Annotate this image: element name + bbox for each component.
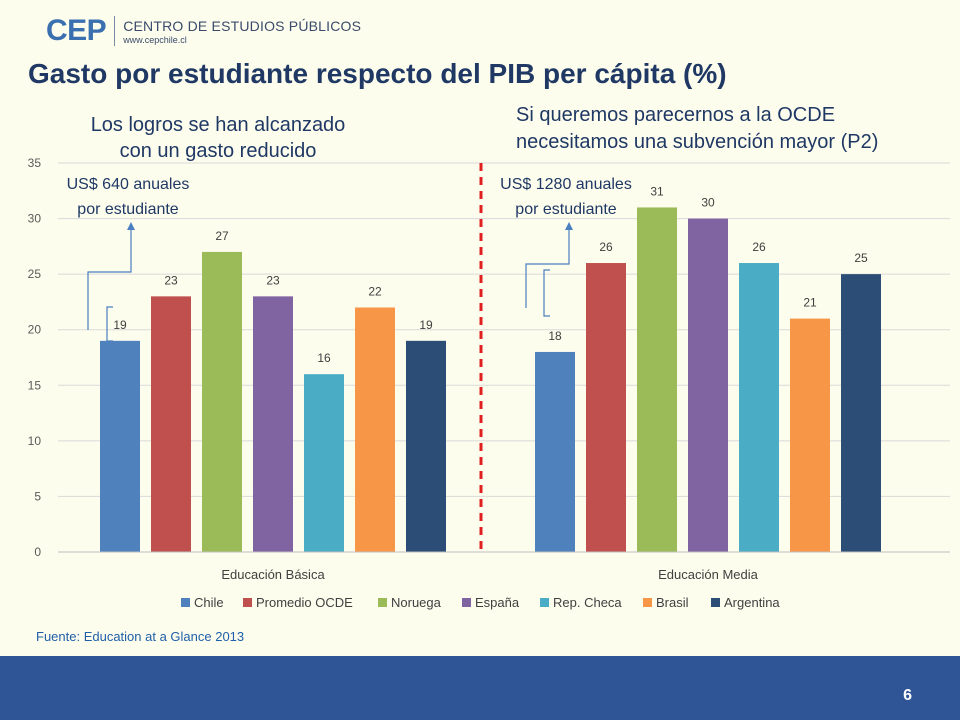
bar (637, 207, 677, 552)
data-label: 18 (548, 329, 562, 343)
legend: Chile Promedio OCDE Noruega España Rep. Chec… (181, 595, 780, 610)
y-tick-label: 25 (28, 267, 42, 281)
bar (202, 251, 242, 552)
data-label: 21 (803, 296, 817, 310)
legend-swatch (540, 598, 549, 607)
legend-swatch (378, 598, 387, 607)
logo-url: www.cepchile.cl (123, 34, 187, 45)
annotations: US$ 640 anuales por estudiante US$ 1280 an… (67, 163, 632, 550)
bar (151, 296, 191, 552)
note-left-line1: Los logros se han alcanzado (90, 114, 346, 136)
logo-mark: CEP (46, 14, 107, 47)
arrow-head-icon (565, 222, 573, 230)
cep-logo: CEP CENTRO DE ESTUDIOS PÚBLICOS www.cepc… (46, 14, 361, 48)
note-right-line1: Si queremos parecernos a la OCDE (516, 104, 836, 126)
data-label: 23 (164, 273, 178, 287)
x-axis: Educación Básica Educación Media (58, 551, 950, 582)
data-label: 27 (215, 229, 229, 243)
data-label: 25 (854, 251, 868, 265)
data-label: 26 (599, 240, 613, 254)
y-tick-label: 5 (34, 489, 41, 503)
logo-text: CENTRO DE ESTUDIOS PÚBLICOS www.cepchile… (123, 18, 361, 45)
bar (406, 340, 446, 552)
y-tick-label: 30 (28, 212, 42, 226)
y-tick-label: 15 (28, 378, 42, 392)
legend-swatch (643, 598, 652, 607)
data-label: 22 (368, 284, 382, 298)
x-tick-label: Educación Básica (221, 567, 325, 582)
annotation-connector (525, 226, 570, 308)
annotation-bracket (106, 306, 113, 342)
annotation-amount: US$ 1280 anuales (500, 176, 632, 193)
bar (688, 218, 728, 553)
bar-chart: 0 5 10 15 20 25 30 35 19 23 27 23 16 22 19 18 26 31 30 26 2… (28, 156, 950, 610)
data-label: 26 (752, 240, 766, 254)
bar (100, 340, 140, 552)
logo-separator (114, 16, 116, 46)
bar (535, 351, 575, 552)
bar (739, 263, 779, 552)
legend-swatch (243, 598, 252, 607)
legend-swatch (181, 598, 190, 607)
annotation-connector (87, 226, 132, 330)
data-labels: 19 23 27 23 16 22 19 18 26 31 30 26 21 25 (113, 184, 868, 365)
bar (790, 318, 830, 552)
source-note: Fuente: Education at a Glance 2013 (36, 629, 245, 644)
legend-label: Argentina (724, 595, 780, 610)
note-right-line2: necesitamos una subvención mayor (P2) (516, 131, 879, 153)
note-left-line2: con un gasto reducido (119, 140, 317, 162)
y-tick-label: 20 (28, 323, 42, 337)
annotation-bracket (543, 269, 550, 317)
annotation-amount: US$ 640 anuales (67, 176, 190, 193)
data-label: 30 (701, 196, 715, 210)
arrow-head-icon (127, 222, 135, 230)
bars (100, 207, 881, 553)
bar (304, 374, 344, 552)
data-label: 23 (266, 273, 280, 287)
bar (253, 296, 293, 552)
legend-swatch (711, 598, 720, 607)
y-tick-label: 0 (34, 545, 41, 559)
data-label: 16 (317, 351, 331, 365)
bar (355, 307, 395, 552)
legend-swatch (462, 598, 471, 607)
legend-label: Noruega (391, 595, 442, 610)
slide-title: Gasto por estudiante respecto del PIB pe… (28, 58, 727, 89)
logo-org-name: CENTRO DE ESTUDIOS PÚBLICOS (123, 17, 362, 34)
data-label: 19 (419, 318, 433, 332)
annotation-unit: por estudiante (77, 201, 179, 218)
note-left: Los logros se han alcanzado con un gasto… (48, 112, 388, 164)
bar (841, 274, 881, 552)
legend-label: Chile (194, 595, 224, 610)
data-label: 31 (650, 184, 664, 198)
legend-label: Brasil (656, 595, 689, 610)
y-tick-label: 35 (28, 156, 42, 170)
footer-bar: 6 (0, 656, 960, 720)
x-tick-label: Educación Media (658, 567, 758, 582)
y-axis: 0 5 10 15 20 25 30 35 (28, 156, 42, 559)
data-label: 19 (113, 318, 127, 332)
annotation-unit: por estudiante (515, 201, 617, 218)
page-number: 6 (903, 687, 912, 704)
legend-label: Rep. Checa (553, 595, 622, 610)
legend-label: Promedio OCDE (256, 595, 353, 610)
legend-label: España (475, 595, 520, 610)
bar (586, 263, 626, 552)
y-tick-label: 10 (28, 434, 42, 448)
note-right: Si queremos parecernos a la OCDE necesit… (516, 102, 956, 156)
